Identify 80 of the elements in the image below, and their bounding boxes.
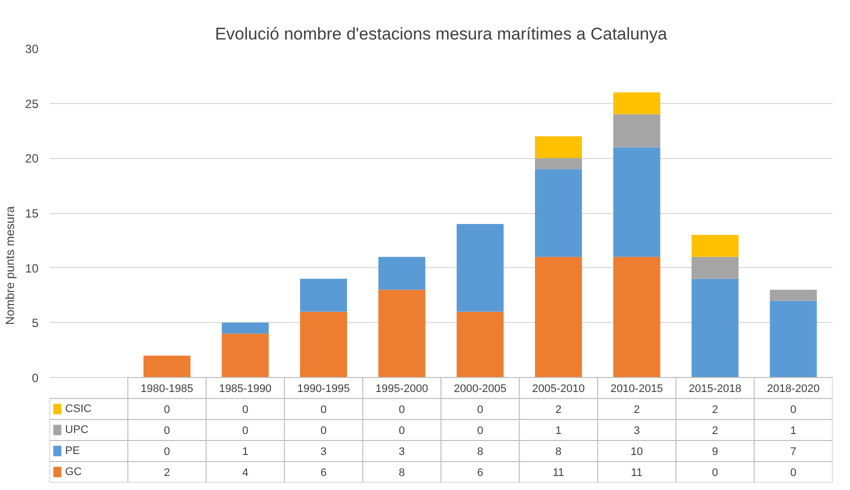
- data-label: 2: [634, 404, 640, 416]
- data-label: 10: [630, 446, 643, 458]
- data-label: 3: [320, 446, 327, 458]
- data-label: 0: [398, 404, 405, 416]
- legend-label: CSIC: [65, 403, 92, 415]
- data-label: 9: [712, 446, 718, 458]
- data-label: 0: [242, 404, 248, 416]
- bar: [534, 256, 582, 378]
- data-label: 8: [555, 446, 562, 458]
- data-label: 2: [164, 467, 170, 479]
- legend-label: GC: [65, 466, 82, 478]
- bar: [222, 322, 269, 334]
- x-tick-label: 1980-1985: [140, 383, 194, 395]
- data-label: 3: [634, 425, 640, 437]
- data-label: 0: [790, 404, 796, 416]
- data-label: 0: [320, 425, 327, 437]
- data-label: 2: [712, 425, 718, 437]
- data-label: 0: [242, 425, 248, 437]
- data-label: 0: [320, 404, 327, 416]
- y-tick-label: 5: [32, 316, 39, 330]
- data-label: 4: [242, 467, 248, 479]
- data-label: 8: [477, 446, 484, 458]
- data-label: 8: [398, 467, 405, 479]
- data-label: 6: [477, 467, 484, 479]
- y-tick-label: 25: [25, 96, 39, 111]
- bar: [300, 278, 348, 312]
- bar: [456, 312, 504, 378]
- data-label: 0: [164, 404, 170, 416]
- bar: [143, 356, 190, 378]
- bar: [613, 92, 660, 114]
- data-label: 3: [398, 446, 405, 458]
- data-label: 0: [477, 404, 484, 416]
- bar: [613, 114, 660, 148]
- data-label: 2: [712, 404, 718, 416]
- x-tick-label: 2018-2020: [767, 383, 820, 395]
- bar: [770, 290, 817, 301]
- data-label: 1: [242, 446, 248, 458]
- data-label: 1: [790, 425, 796, 437]
- x-tick-label: 2000-2005: [454, 383, 506, 395]
- bar: [692, 278, 739, 378]
- x-tick-label: 2010-2015: [610, 383, 664, 395]
- x-tick-label: 1990-1995: [297, 383, 350, 395]
- bar: [300, 312, 348, 378]
- data-label: 11: [552, 467, 564, 479]
- bar: [534, 136, 582, 158]
- data-label: 0: [164, 425, 170, 437]
- legend-label: PE: [65, 445, 80, 457]
- legend-label: UPC: [65, 424, 88, 436]
- data-label: 6: [320, 467, 327, 479]
- data-label: 11: [631, 467, 642, 479]
- y-tick-label: 10: [25, 261, 39, 276]
- x-tick-label: 1995-2000: [376, 383, 428, 395]
- bar: [222, 334, 269, 378]
- x-tick-label: 2015-2018: [688, 383, 742, 395]
- x-tick-label: 1985-1990: [218, 383, 272, 395]
- bar: [770, 300, 817, 378]
- bar: [534, 158, 582, 170]
- data-label: 0: [398, 425, 405, 437]
- data-label: 0: [477, 425, 484, 437]
- chart-title: Evolució nombre d'estacions mesura marítimes a Catalunya: [214, 24, 668, 44]
- y-axis-title: Nombre punts mesura: [3, 206, 18, 325]
- y-tick-label: 0: [32, 371, 39, 385]
- bar: [456, 224, 504, 312]
- data-label: 7: [790, 446, 796, 458]
- data-label: 0: [164, 446, 170, 458]
- data-label: 0: [712, 467, 718, 479]
- y-tick-label: 20: [25, 152, 39, 166]
- bar: [378, 256, 426, 290]
- y-tick-label: 15: [25, 206, 39, 220]
- bar: [613, 147, 660, 257]
- bar: [534, 169, 582, 257]
- bar: [692, 234, 739, 257]
- bar: [692, 256, 739, 279]
- bar: [378, 290, 426, 378]
- y-tick-label: 30: [25, 42, 39, 56]
- data-label: 0: [790, 467, 796, 479]
- x-tick-label: 2005-2010: [532, 383, 585, 395]
- data-label: 1: [555, 425, 562, 437]
- data-label: 2: [555, 404, 562, 416]
- bar: [613, 256, 660, 378]
